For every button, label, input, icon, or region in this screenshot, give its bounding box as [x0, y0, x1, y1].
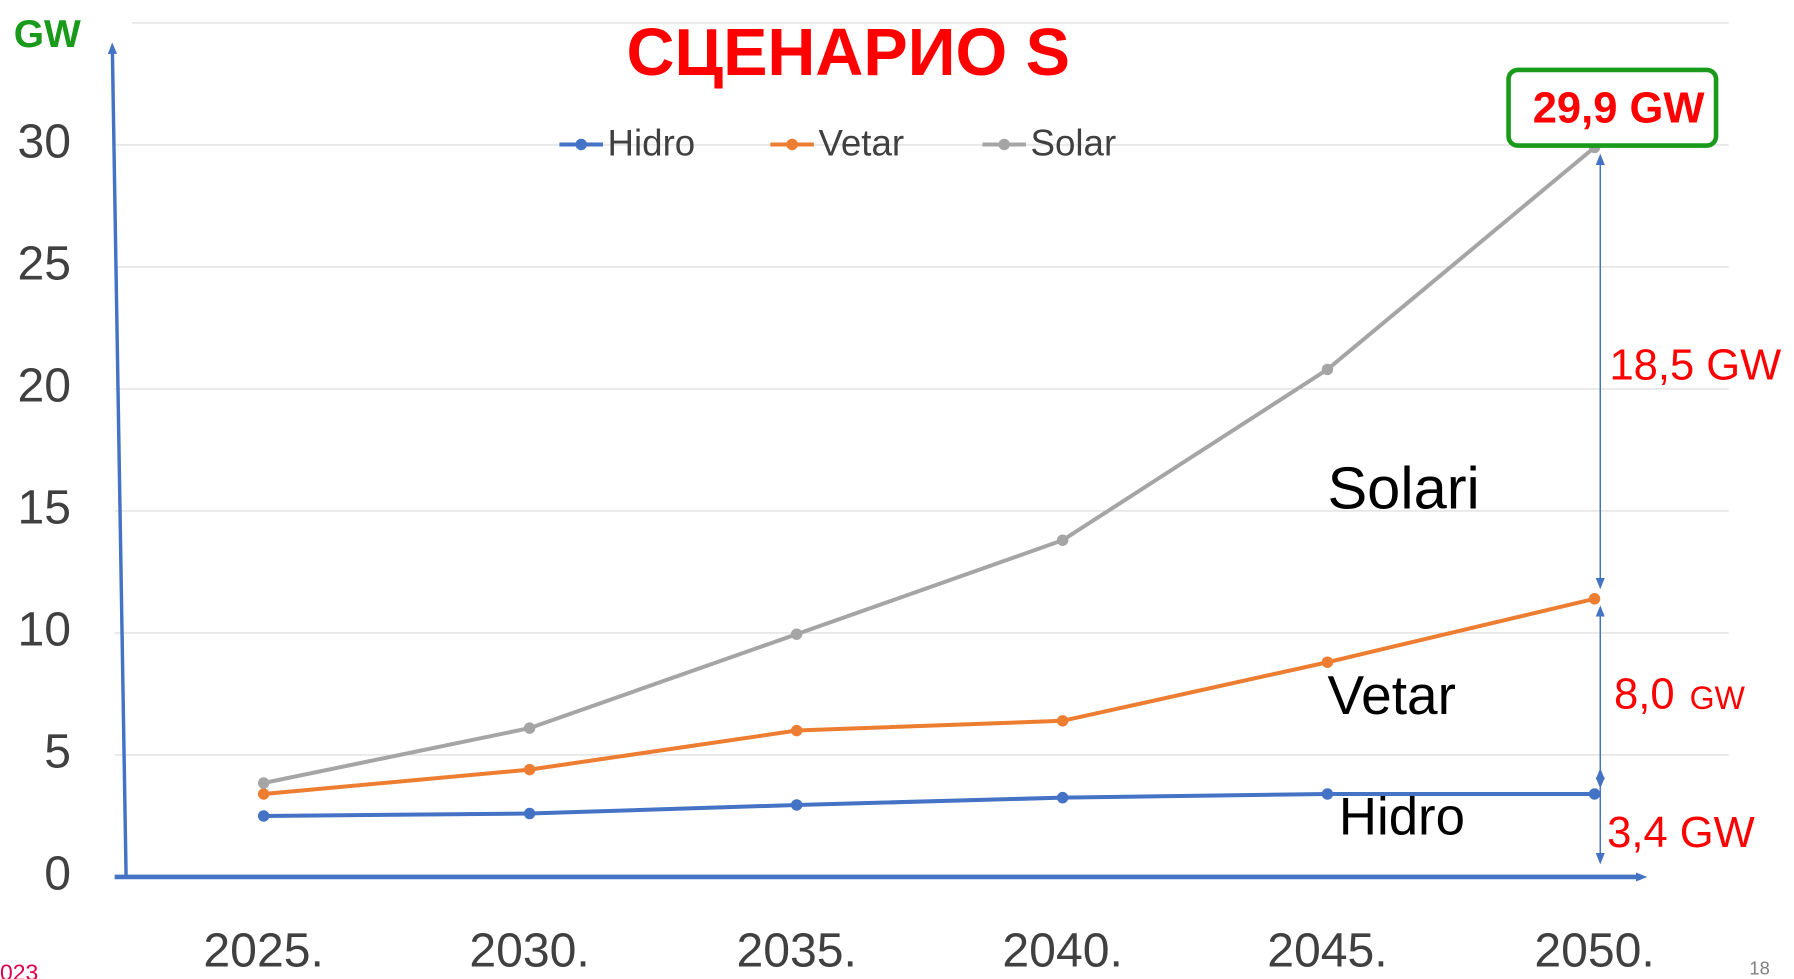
legend-marker: [575, 138, 587, 151]
y-tick-label: 0: [44, 847, 71, 901]
x-tick-label: 2040.: [1002, 923, 1122, 977]
x-tick-label: 2050.: [1534, 923, 1654, 977]
x-tick-label: 2045.: [1267, 923, 1387, 977]
data-point: [1321, 363, 1334, 376]
data-point: [1056, 534, 1069, 546]
chart-title: СЦЕНАРИО S: [627, 16, 1071, 90]
y-axis: [107, 42, 128, 877]
series-line: [263, 791, 1595, 818]
annotation: 8,0: [1614, 670, 1675, 718]
data-point: [1588, 593, 1601, 605]
data-point: [1588, 788, 1601, 800]
x-tick-label: 2030.: [469, 923, 589, 977]
data-point: [790, 799, 803, 811]
data-point: [257, 810, 270, 822]
annotation: 29,9 GW: [1533, 85, 1706, 133]
data-point: [257, 777, 270, 789]
y-tick-label: 20: [18, 359, 72, 413]
series-line: [263, 145, 1596, 785]
legend-label: Hidro: [608, 122, 696, 163]
y-tick-label: 30: [18, 115, 72, 169]
annotation: Hidro: [1339, 788, 1465, 847]
y-tick-label: 5: [44, 725, 71, 779]
data-point: [523, 763, 536, 776]
page-number: 18: [1749, 958, 1769, 979]
data-point: [523, 807, 536, 820]
data-point: [1321, 656, 1334, 668]
legend-marker: [786, 138, 798, 151]
annotation: 18,5 GW: [1609, 341, 1781, 389]
data-point: [1056, 791, 1069, 804]
annotation: GW: [1690, 680, 1746, 716]
annotation: Solari: [1327, 455, 1479, 522]
legend-label: Solar: [1031, 122, 1117, 163]
y-tick-label: 25: [18, 237, 72, 291]
series-line: [263, 596, 1596, 796]
data-point: [257, 788, 270, 800]
annotation: 3,4 GW: [1607, 809, 1755, 857]
footer: 023: [0, 959, 38, 979]
x-tick-label: 2035.: [736, 923, 856, 977]
annotation: Vetar: [1327, 664, 1455, 726]
data-point: [790, 628, 803, 640]
highlight-box: [1506, 67, 1719, 148]
y-tick-label: 15: [18, 481, 72, 535]
data-point: [1321, 788, 1334, 800]
x-tick-label: 2025.: [203, 923, 323, 977]
y-tick-label: 10: [18, 603, 72, 657]
legend-label: Vetar: [818, 122, 904, 163]
y-axis-label: GW: [14, 13, 81, 56]
legend-marker: [998, 138, 1010, 151]
data-point: [523, 722, 536, 734]
data-point: [790, 724, 803, 737]
data-point: [1056, 715, 1069, 727]
